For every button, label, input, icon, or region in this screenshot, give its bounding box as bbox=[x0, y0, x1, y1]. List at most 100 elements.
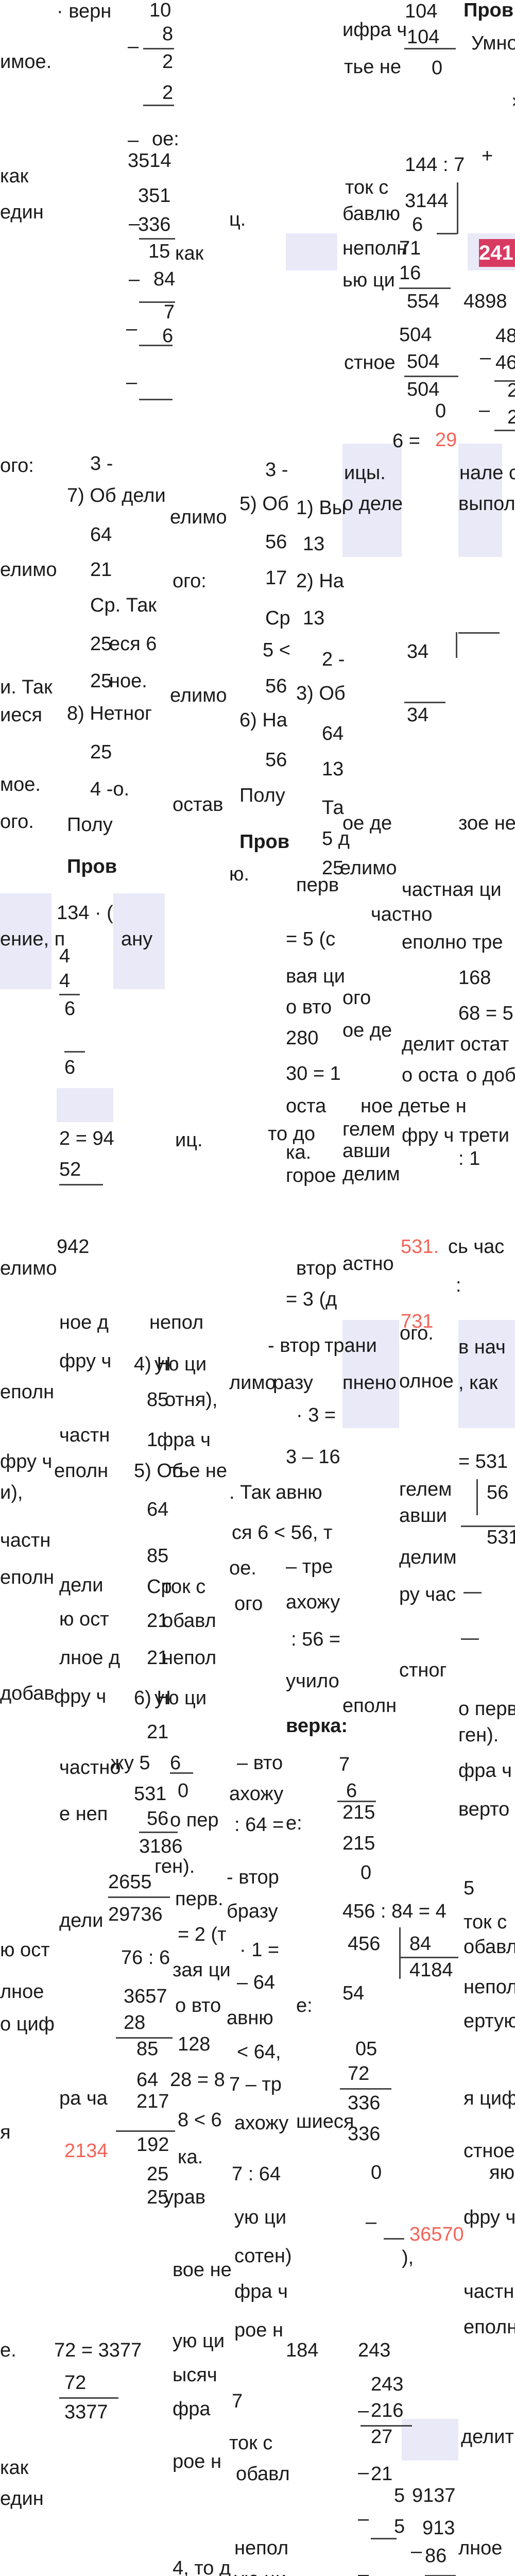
text-fragment: Полу bbox=[67, 814, 113, 836]
text-fragment: о пер bbox=[170, 1809, 219, 1831]
text-fragment: – bbox=[411, 2540, 422, 2562]
text-fragment: 2 bbox=[507, 380, 515, 401]
text-fragment: 104 bbox=[407, 26, 440, 48]
divider-line bbox=[384, 2238, 404, 2240]
text-fragment: авши bbox=[342, 1140, 391, 1162]
text-fragment: ген). bbox=[154, 1856, 195, 1877]
text-fragment: частн bbox=[464, 2281, 514, 2302]
text-fragment: ью ци bbox=[342, 269, 395, 291]
text-fragment: 5 д bbox=[322, 828, 350, 850]
text-fragment: 3 - bbox=[90, 453, 113, 474]
text-fragment: елимо bbox=[340, 857, 397, 879]
text-fragment: ого. bbox=[0, 811, 34, 833]
text-fragment: гелем bbox=[342, 1118, 396, 1140]
text-fragment: 4184 bbox=[409, 1959, 453, 1981]
text-fragment: имое. bbox=[0, 51, 52, 73]
text-fragment: – bbox=[358, 2400, 369, 2421]
text-fragment: ую ци bbox=[154, 1687, 207, 1709]
text-fragment: делит остат bbox=[402, 1033, 509, 1055]
text-fragment: обавл bbox=[236, 2463, 290, 2485]
text-fragment: разу bbox=[273, 1372, 313, 1394]
text-fragment: делит bbox=[461, 2426, 514, 2448]
text-fragment: 64 bbox=[136, 2069, 159, 2091]
text-fragment: рое н bbox=[234, 2319, 283, 2341]
text-fragment: 1 bbox=[147, 1429, 158, 1451]
text-fragment: 7 bbox=[232, 2391, 243, 2412]
divider-line bbox=[340, 2088, 391, 2090]
text-fragment: - втор bbox=[227, 1867, 279, 1888]
text-fragment: 8 bbox=[162, 23, 174, 45]
text-fragment: 7 bbox=[164, 301, 175, 323]
text-fragment: ую ци bbox=[173, 2330, 225, 2352]
divider-line bbox=[456, 632, 457, 658]
text-fragment: 1) Вы bbox=[296, 497, 347, 519]
text-fragment: частн bbox=[59, 1425, 110, 1446]
highlight-rect bbox=[0, 893, 52, 989]
text-fragment: 5) Об bbox=[239, 493, 289, 515]
text-fragment: Пров bbox=[239, 831, 290, 853]
text-fragment: + bbox=[482, 145, 493, 167]
text-fragment: 30 = 1 bbox=[286, 1063, 341, 1084]
text-fragment: 531 bbox=[134, 1783, 167, 1805]
text-fragment: 6) Н bbox=[134, 1687, 171, 1709]
text-fragment: тье не bbox=[170, 1460, 228, 1482]
text-fragment: : 64 = bbox=[234, 1814, 284, 1836]
text-fragment: ую ци bbox=[154, 1353, 207, 1375]
text-fragment: 192 bbox=[136, 2134, 169, 2156]
text-fragment: лное bbox=[458, 2537, 503, 2559]
text-fragment: ение, п bbox=[0, 928, 65, 950]
text-fragment: дели bbox=[59, 1910, 104, 1931]
text-fragment: < 64, bbox=[237, 2041, 281, 2063]
divider-line bbox=[404, 48, 456, 49]
text-fragment: непол bbox=[464, 1976, 515, 1998]
text-fragment: 84 bbox=[153, 268, 176, 290]
text-fragment: е: bbox=[286, 1812, 302, 1834]
text-fragment: отня), bbox=[165, 1389, 218, 1411]
text-fragment: ток с bbox=[162, 1576, 206, 1598]
text-fragment: 3186 bbox=[139, 1836, 183, 1857]
text-fragment: ка. bbox=[286, 1142, 312, 1163]
text-fragment: рое н bbox=[173, 2451, 221, 2472]
divider-line bbox=[404, 376, 458, 377]
text-fragment: верка: bbox=[286, 1715, 348, 1737]
text-fragment: 27 bbox=[371, 2426, 393, 2448]
text-fragment: яю ос bbox=[489, 2162, 515, 2183]
text-fragment: Умнож bbox=[471, 32, 515, 54]
text-fragment: частно bbox=[59, 1757, 121, 1778]
text-fragment: 104 bbox=[405, 1, 438, 22]
divider-line bbox=[437, 233, 457, 234]
text-fragment: – вто bbox=[237, 1752, 283, 1774]
text-fragment: ), bbox=[402, 2247, 414, 2268]
highlight-rect bbox=[286, 233, 337, 270]
text-fragment: – bbox=[358, 2564, 369, 2576]
text-fragment: × bbox=[511, 91, 515, 113]
text-fragment: 3) Об bbox=[296, 683, 346, 704]
text-fragment: ого bbox=[234, 1593, 263, 1615]
text-fragment: елимо bbox=[170, 685, 227, 706]
text-fragment: 531 bbox=[487, 1527, 515, 1548]
text-fragment: – тре bbox=[286, 1556, 333, 1578]
text-fragment: 2) На bbox=[296, 570, 344, 592]
text-fragment: сь час bbox=[448, 1236, 505, 1258]
text-fragment: 25 bbox=[147, 2163, 169, 2185]
text-fragment: 2 bbox=[162, 51, 174, 73]
divider-line bbox=[476, 1479, 478, 1515]
divider-line bbox=[64, 1051, 85, 1053]
text-fragment: е: bbox=[296, 1995, 313, 2016]
text-fragment: ное детье н bbox=[360, 1095, 467, 1117]
text-fragment: 7 bbox=[339, 1754, 350, 1775]
divider-line bbox=[139, 345, 173, 346]
text-fragment: мое. bbox=[0, 774, 41, 795]
text-fragment: горое bbox=[286, 1165, 336, 1187]
text-fragment: елимо bbox=[0, 559, 57, 581]
text-fragment: – bbox=[128, 129, 139, 151]
text-fragment: = 3 (д bbox=[286, 1289, 337, 1310]
text-fragment: – 64 bbox=[237, 1972, 275, 1993]
text-fragment: Та bbox=[322, 797, 344, 819]
text-fragment: 64 bbox=[147, 1499, 169, 1520]
text-fragment: 215 bbox=[342, 1802, 375, 1823]
text-fragment: 21 bbox=[147, 1647, 169, 1669]
text-fragment: 25 bbox=[147, 2187, 169, 2208]
text-fragment: ое: bbox=[152, 128, 179, 150]
text-fragment: . Так bbox=[229, 1482, 271, 1503]
